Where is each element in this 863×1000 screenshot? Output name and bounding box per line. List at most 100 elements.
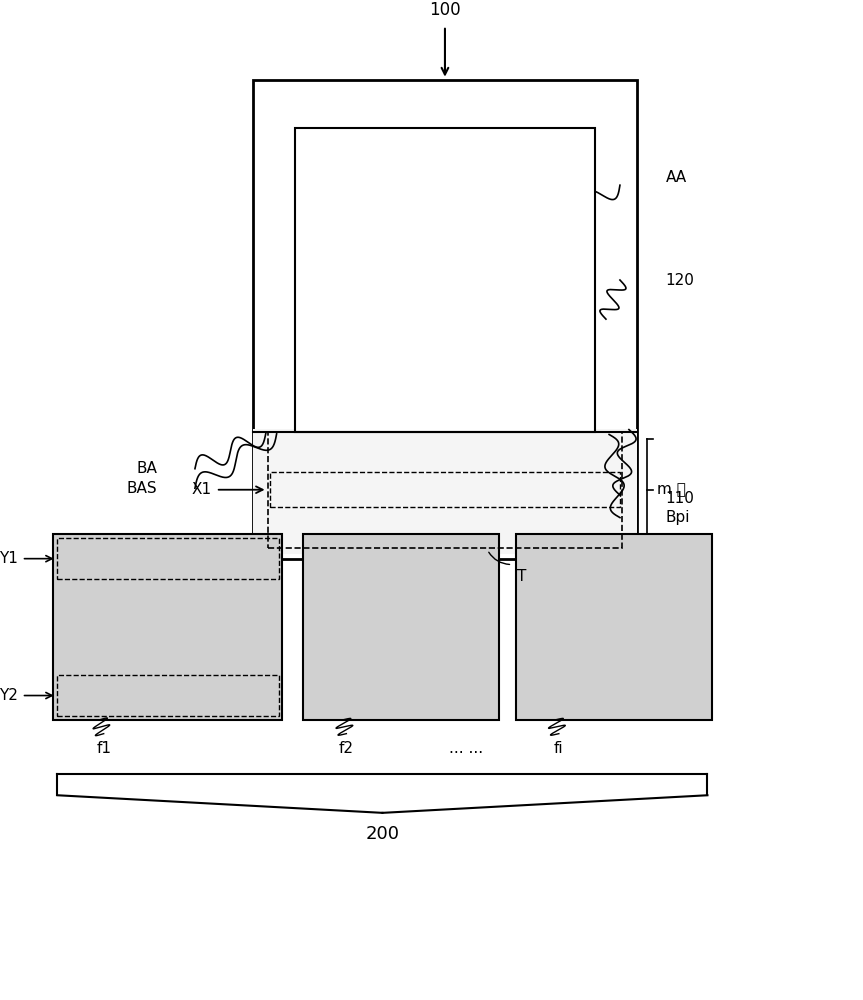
Bar bbox=[526, 544, 534, 573]
Bar bbox=[116, 544, 125, 573]
Bar bbox=[524, 509, 538, 540]
Bar bbox=[399, 439, 413, 470]
Bar bbox=[116, 681, 125, 710]
Bar bbox=[313, 544, 322, 573]
Bar bbox=[158, 681, 167, 710]
Bar bbox=[375, 544, 385, 573]
Bar bbox=[355, 544, 364, 573]
Bar bbox=[651, 544, 660, 573]
Bar bbox=[589, 544, 597, 573]
Bar bbox=[462, 509, 476, 540]
Bar bbox=[73, 681, 83, 710]
Text: m 排: m 排 bbox=[657, 482, 685, 497]
Text: T: T bbox=[517, 569, 526, 584]
Bar bbox=[399, 474, 413, 505]
Bar bbox=[578, 544, 587, 573]
Bar bbox=[445, 509, 460, 540]
Bar bbox=[661, 544, 671, 573]
Bar bbox=[397, 681, 406, 710]
Bar bbox=[508, 439, 522, 470]
Bar bbox=[609, 544, 618, 573]
Bar bbox=[148, 544, 156, 573]
Bar bbox=[397, 544, 406, 573]
Bar bbox=[508, 509, 522, 540]
Bar bbox=[365, 681, 375, 710]
Bar bbox=[407, 681, 416, 710]
Bar bbox=[567, 544, 576, 573]
Bar bbox=[602, 474, 616, 505]
Bar bbox=[158, 544, 167, 573]
Bar bbox=[306, 474, 319, 505]
Bar bbox=[180, 681, 188, 710]
Bar bbox=[148, 681, 156, 710]
Bar bbox=[383, 439, 397, 470]
Text: Y1: Y1 bbox=[0, 551, 18, 566]
Bar bbox=[337, 439, 350, 470]
Bar bbox=[438, 681, 448, 710]
Bar bbox=[306, 439, 319, 470]
Bar bbox=[418, 681, 426, 710]
Bar bbox=[640, 681, 650, 710]
Bar bbox=[352, 509, 366, 540]
Bar bbox=[375, 681, 385, 710]
Bar bbox=[567, 681, 576, 710]
Bar bbox=[63, 544, 72, 573]
Bar bbox=[232, 544, 241, 573]
Bar bbox=[253, 80, 637, 559]
Bar bbox=[651, 681, 660, 710]
Bar bbox=[243, 544, 251, 573]
Bar bbox=[387, 681, 395, 710]
Bar bbox=[477, 439, 491, 470]
Bar bbox=[539, 474, 553, 505]
Bar bbox=[414, 474, 429, 505]
Bar bbox=[337, 474, 350, 505]
Bar bbox=[399, 509, 413, 540]
Bar bbox=[383, 474, 397, 505]
Bar bbox=[274, 509, 288, 540]
Bar bbox=[438, 544, 448, 573]
Bar bbox=[85, 544, 93, 573]
Bar bbox=[578, 681, 587, 710]
Bar bbox=[303, 534, 499, 720]
Bar bbox=[539, 509, 553, 540]
Text: f1: f1 bbox=[96, 741, 111, 756]
Bar bbox=[620, 681, 628, 710]
Bar bbox=[200, 544, 210, 573]
Bar bbox=[493, 439, 507, 470]
Bar bbox=[445, 439, 460, 470]
Bar bbox=[387, 544, 395, 573]
Bar bbox=[73, 544, 83, 573]
Bar bbox=[290, 439, 304, 470]
Bar bbox=[324, 681, 332, 710]
Bar bbox=[536, 681, 545, 710]
Bar bbox=[418, 544, 426, 573]
Bar bbox=[57, 675, 279, 716]
Bar bbox=[126, 681, 135, 710]
Bar bbox=[546, 544, 556, 573]
Bar bbox=[137, 681, 146, 710]
Bar bbox=[462, 474, 476, 505]
Bar bbox=[324, 544, 332, 573]
Bar bbox=[57, 538, 279, 579]
Text: BAS: BAS bbox=[127, 481, 157, 496]
Bar bbox=[321, 509, 335, 540]
Bar bbox=[105, 681, 115, 710]
Bar bbox=[477, 474, 491, 505]
Bar bbox=[126, 544, 135, 573]
Bar bbox=[586, 474, 601, 505]
Bar bbox=[430, 474, 444, 505]
Bar bbox=[414, 439, 429, 470]
Bar bbox=[555, 509, 569, 540]
Bar bbox=[180, 544, 188, 573]
Bar bbox=[253, 681, 262, 710]
Bar bbox=[190, 544, 198, 573]
Bar bbox=[295, 128, 595, 432]
Bar bbox=[493, 474, 507, 505]
Bar bbox=[661, 681, 671, 710]
Bar bbox=[539, 439, 553, 470]
Bar bbox=[481, 544, 489, 573]
Bar bbox=[693, 681, 702, 710]
Bar bbox=[407, 544, 416, 573]
Bar bbox=[693, 544, 702, 573]
Bar bbox=[516, 534, 712, 720]
